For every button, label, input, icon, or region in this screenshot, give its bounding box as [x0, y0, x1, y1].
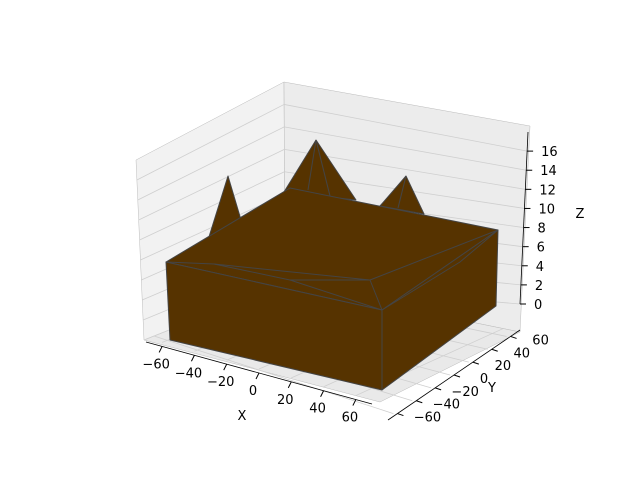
z-tick-label: 6 [537, 241, 545, 256]
z-axis-line [519, 131, 529, 305]
peak-right-edge [397, 175, 407, 209]
top-mesh-1 [165, 229, 499, 281]
z-tick-label: 2 [535, 279, 543, 294]
y-tick-label: 60 [532, 333, 549, 348]
z-axis-label: Z [576, 207, 585, 222]
top-mesh-3 [369, 279, 383, 311]
top-mesh-5 [381, 229, 499, 311]
z-grid-line [138, 148, 285, 221]
x-tick-label: −60 [142, 357, 169, 372]
z-grid-line [284, 104, 528, 152]
x-tick [320, 390, 325, 397]
y-tick [434, 387, 442, 391]
z-tick-label: 14 [540, 164, 557, 179]
peak-center-edge-2 [315, 139, 331, 197]
y-tick-label: −20 [451, 385, 478, 400]
y-tick [472, 361, 480, 365]
y-tick-label: −40 [433, 398, 460, 413]
y-tick-label: 40 [513, 346, 530, 361]
x-tick [287, 381, 292, 389]
z-tick-label: 16 [541, 145, 558, 160]
y-tick [491, 348, 498, 352]
x-axis-line [145, 341, 373, 405]
x-tick-label: 20 [277, 393, 294, 408]
z-grid-line [137, 126, 285, 201]
surface [165, 139, 499, 391]
x-tick [190, 355, 195, 362]
x-tick-label: −20 [207, 375, 234, 390]
y-grid-line [153, 335, 394, 414]
z-grid-line [136, 104, 285, 181]
x-tick-label: 0 [249, 384, 257, 399]
x-tick-label: 60 [342, 411, 359, 426]
x-tick [223, 363, 228, 371]
z-tick-label: 10 [538, 202, 555, 217]
y-tick [510, 335, 517, 339]
z-tick-label: 12 [539, 183, 556, 198]
y-axis-line [387, 329, 521, 421]
x-tick [158, 346, 163, 353]
z-grid-line [139, 171, 285, 241]
x-tick [255, 372, 260, 380]
x-tick-label: 40 [309, 402, 326, 417]
y-tick [416, 400, 423, 404]
y-tick [397, 413, 404, 417]
z-grid-line [284, 126, 527, 171]
z-tick-label: 4 [536, 260, 544, 275]
y-tick-label: −60 [414, 411, 441, 426]
peak-right [379, 175, 425, 215]
peak-center-edge [307, 139, 317, 191]
z-tick-label: 0 [534, 298, 542, 313]
z-tick-label: 8 [538, 222, 546, 237]
x-tick-label: −40 [175, 366, 202, 381]
x-axis-label: X [238, 409, 247, 424]
y-tick [453, 374, 461, 378]
y-tick-label: 0 [480, 372, 488, 387]
y-axis-label: Y [487, 381, 496, 396]
y-tick-label: 20 [495, 359, 512, 374]
x-tick [352, 399, 357, 406]
box-front-right [381, 229, 499, 391]
